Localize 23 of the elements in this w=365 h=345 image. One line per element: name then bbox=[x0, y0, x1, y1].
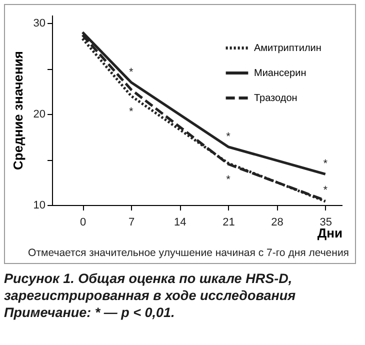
x-axis-title: Дни bbox=[317, 226, 343, 240]
y-axis-title: Средние значения bbox=[10, 51, 26, 170]
text: Примечание: * — p < 0,01. bbox=[4, 304, 176, 321]
text: Отмечается значительное улучшение начиная с 7-го дня лечения bbox=[28, 247, 349, 259]
y-tick-label: 20 bbox=[33, 108, 46, 121]
x-tick-label: 35 bbox=[320, 216, 332, 228]
text: Рисунок 1. Общая оценка по шкале HRS-D, зарегистрированная в ходе исследования bbox=[4, 270, 297, 304]
x-tick-label: 7 bbox=[128, 216, 135, 228]
annotation: * bbox=[128, 106, 134, 118]
annotation: * bbox=[323, 184, 328, 196]
legend-label: Амитриптилин bbox=[254, 43, 322, 54]
annotation: * bbox=[128, 66, 134, 78]
x-tick-label: 14 bbox=[174, 216, 186, 228]
annotation: * bbox=[226, 130, 232, 143]
annotation: * bbox=[323, 158, 328, 170]
x-tick-label: 21 bbox=[222, 216, 235, 228]
legend-label: Миансерин bbox=[254, 68, 306, 79]
annotation: * bbox=[226, 174, 232, 186]
legend-label: Тразодон bbox=[254, 93, 298, 104]
y-tick-label: 30 bbox=[33, 18, 46, 30]
x-tick-label: 28 bbox=[271, 216, 284, 228]
y-tick-label: 10 bbox=[33, 200, 46, 212]
x-tick-label: 0 bbox=[80, 216, 86, 228]
